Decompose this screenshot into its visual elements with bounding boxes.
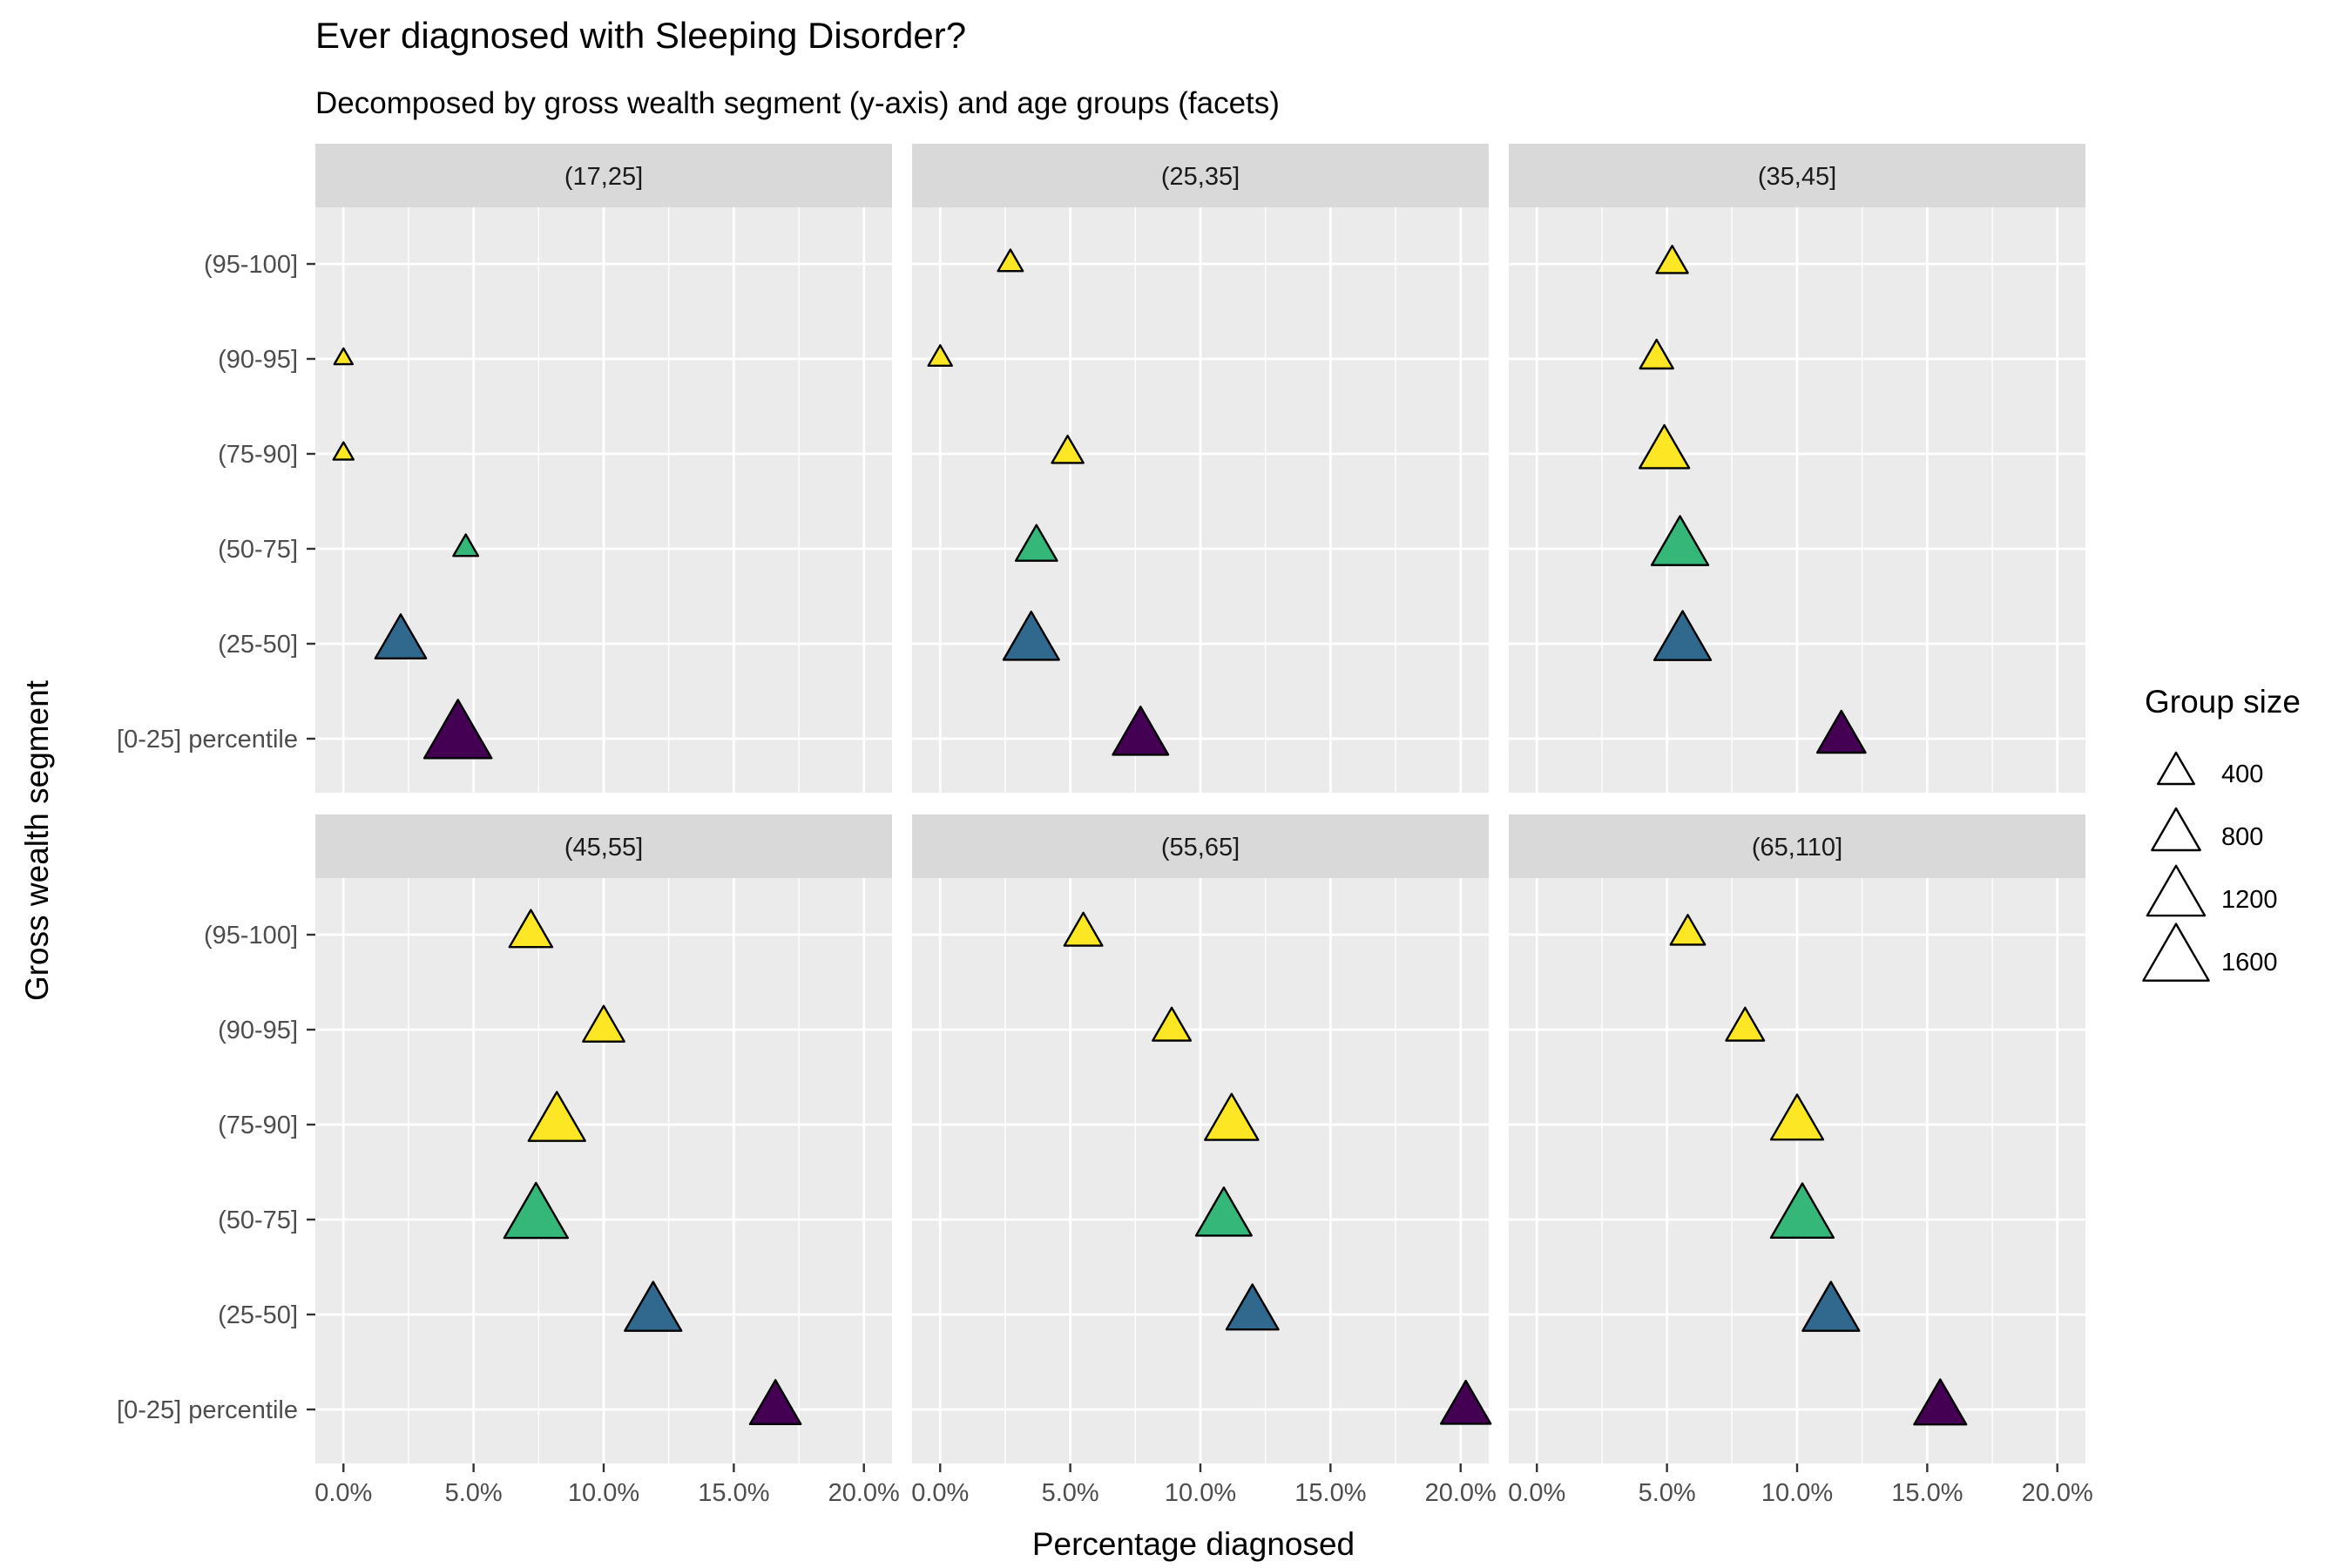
data-point-25-50	[1002, 611, 1060, 661]
facet-strip-label: (55,65]	[1161, 834, 1240, 862]
legend-key-triangle	[2142, 923, 2210, 982]
data-point-50-75	[1014, 524, 1058, 562]
data-point-25-50	[1652, 610, 1713, 661]
legend-title: Group size	[2145, 684, 2301, 720]
y-tick-label: (25-50]	[218, 1301, 298, 1329]
chart-subtitle: Decomposed by gross wealth segment (y-ax…	[315, 86, 1280, 120]
data-point-90-95	[1152, 1006, 1193, 1042]
y-tick-label: (95-100]	[204, 922, 298, 950]
data-point-90-95	[333, 347, 354, 366]
y-tick-label: (95-100]	[204, 251, 298, 279]
facet-17-25: (17,25] [0-25] percentile (25-50] (50-75] (7…	[117, 144, 892, 793]
data-point-25-50	[374, 613, 428, 659]
data-point-95-100	[1655, 245, 1689, 274]
x-tick-label: 5.0%	[1042, 1479, 1099, 1507]
data-point-75-90	[1051, 435, 1085, 464]
data-point-90-95	[1725, 1006, 1766, 1042]
data-point-0-25-percentile	[1439, 1379, 1492, 1425]
facet-strip-label: (65,110]	[1752, 834, 1842, 862]
x-tick-label: 10.0%	[1165, 1479, 1236, 1507]
data-point-50-75	[1194, 1186, 1253, 1237]
data-point-95-100	[508, 909, 554, 949]
legend-label: 400	[2221, 760, 2263, 788]
x-tick-label: 10.0%	[568, 1479, 639, 1507]
data-point-0-25-percentile	[748, 1379, 802, 1426]
chart-title: Ever diagnosed with Sleeping Disorder?	[315, 15, 966, 56]
facet-25-35: (25,35]	[912, 144, 1489, 793]
data-point-75-90	[332, 441, 355, 461]
data-point-95-100	[1669, 914, 1707, 946]
data-point-25-50	[624, 1281, 683, 1332]
data-point-90-95	[1639, 338, 1674, 370]
legend-label: 1600	[2221, 949, 2278, 977]
data-point-50-75	[503, 1181, 569, 1240]
y-tick-label: (25-50]	[218, 631, 298, 659]
data-point-75-90	[1638, 423, 1691, 470]
y-tick-label: (50-75]	[218, 536, 298, 564]
y-tick-label: (75-90]	[218, 441, 298, 469]
data-point-50-75	[452, 533, 480, 558]
legend-key-triangle	[2156, 751, 2196, 786]
x-tick-label: 20.0%	[2022, 1479, 2093, 1507]
data-point-0-25-percentile	[1112, 706, 1170, 756]
x-tick-label: 15.0%	[698, 1479, 769, 1507]
facet-strip-label: (25,35]	[1161, 163, 1240, 191]
data-point-75-90	[1769, 1093, 1825, 1141]
facet-strip-label: (35,45]	[1758, 163, 1836, 191]
data-point-75-90	[1204, 1092, 1260, 1141]
data-point-25-50	[1225, 1283, 1280, 1331]
data-point-90-95	[927, 344, 954, 367]
data-point-75-90	[527, 1091, 586, 1142]
facet-35-45: (35,45]	[1509, 144, 2085, 793]
facet-strip	[912, 144, 1489, 207]
legend-label: 1200	[2221, 886, 2278, 914]
facet-strip-label: (17,25]	[564, 163, 643, 191]
data-point-90-95	[582, 1004, 625, 1043]
y-tick-label: (90-95]	[218, 346, 298, 374]
size-legend: Group size 400 800 1200 1600	[2142, 684, 2301, 982]
x-tick-label: 10.0%	[1761, 1479, 1833, 1507]
facet-45-55: (45,55] [0-25] percentile (25-50] (50-75] (7…	[117, 814, 900, 1507]
legend-key-triangle	[2146, 864, 2207, 917]
y-tick-label: (50-75]	[218, 1206, 298, 1234]
y-tick-label: [0-25] percentile	[117, 726, 298, 754]
facet-55-65: (55,65] 0.0% 5.0% 10.0% 15.0% 20.0%	[911, 814, 1497, 1507]
facet-65-110: (65,110] 0.0% 5.0% 10.0% 15.0% 20.0%	[1508, 814, 2093, 1507]
facet-strip	[912, 814, 1489, 878]
y-axis-title: Gross wealth segment	[19, 679, 55, 1001]
facet-panels: (17,25] [0-25] percentile (25-50] (50-75] (7…	[117, 144, 2093, 1507]
data-point-25-50	[1801, 1281, 1861, 1332]
data-point-0-25-percentile	[422, 699, 493, 760]
facet-strip	[1509, 814, 2085, 878]
data-point-0-25-percentile	[1815, 709, 1867, 754]
facet-strip	[1509, 144, 2085, 207]
x-tick-label: 20.0%	[828, 1479, 900, 1507]
x-tick-label: 0.0%	[314, 1479, 372, 1507]
y-tick-label: (90-95]	[218, 1017, 298, 1044]
facet-strip	[315, 814, 892, 878]
facet-strip	[315, 144, 892, 207]
x-tick-label: 20.0%	[1425, 1479, 1497, 1507]
x-tick-label: 0.0%	[1508, 1479, 1565, 1507]
x-tick-label: 5.0%	[1639, 1479, 1696, 1507]
x-tick-label: 5.0%	[445, 1479, 503, 1507]
data-point-0-25-percentile	[1913, 1378, 1968, 1426]
x-tick-label: 15.0%	[1294, 1479, 1366, 1507]
x-tick-label: 15.0%	[1891, 1479, 1963, 1507]
x-axis-title: Percentage diagnosed	[1032, 1526, 1355, 1562]
data-point-50-75	[1650, 515, 1710, 566]
data-point-95-100	[1063, 911, 1104, 947]
data-point-95-100	[997, 248, 1024, 273]
data-point-50-75	[1769, 1182, 1835, 1240]
y-tick-label: [0-25] percentile	[117, 1396, 298, 1424]
legend-key-triangle	[2151, 807, 2201, 852]
x-tick-label: 0.0%	[911, 1479, 969, 1507]
facet-strip-label: (45,55]	[564, 834, 643, 862]
legend-label: 800	[2221, 823, 2263, 851]
y-tick-label: (75-90]	[218, 1112, 298, 1139]
